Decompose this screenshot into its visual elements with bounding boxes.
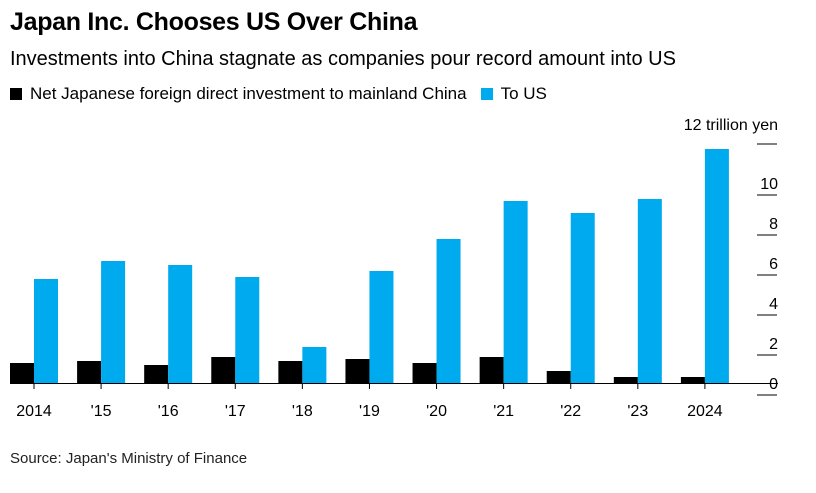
x-tick-label: '18 <box>292 403 313 420</box>
y-axis-unit-label: 12 trillion yen <box>684 117 778 134</box>
legend-item-us: To US <box>480 84 547 104</box>
y-tick-label: 8 <box>769 216 778 233</box>
bar-china <box>77 361 102 383</box>
bar-china <box>412 363 437 383</box>
bar-china <box>680 377 705 383</box>
bar-china <box>613 377 638 383</box>
y-tick-label: 6 <box>769 256 778 273</box>
bar-us <box>302 347 327 383</box>
chart-subtitle: Investments into China stagnate as compa… <box>10 48 676 70</box>
bar-us <box>168 265 193 383</box>
bar-china <box>144 365 169 383</box>
bar-us <box>34 279 58 383</box>
bar-us <box>637 199 662 383</box>
y-tick-label: 2 <box>769 336 778 353</box>
x-tick-label: '23 <box>627 403 648 420</box>
x-tick-label: '17 <box>225 403 246 420</box>
x-tick-label: '20 <box>426 403 447 420</box>
source-note: Source: Japan's Ministry of Finance <box>10 450 248 467</box>
bar-us <box>704 149 729 383</box>
x-tick-label: '22 <box>560 403 581 420</box>
legend-label-china: Net Japanese foreign direct investment t… <box>30 84 467 103</box>
bar-us <box>570 213 595 383</box>
bar-us <box>436 239 461 383</box>
legend-label-us: To US <box>500 84 547 103</box>
legend-swatch-us <box>480 88 493 100</box>
bar-us <box>369 271 394 383</box>
x-tick-label: '15 <box>91 403 112 420</box>
x-tick-label: '16 <box>158 403 179 420</box>
x-tick-label: '21 <box>493 403 514 420</box>
bar-china <box>278 361 303 383</box>
x-tick-label: 2024 <box>687 403 723 420</box>
y-tick-label: 4 <box>769 296 778 313</box>
legend: Net Japanese foreign direct investment t… <box>10 84 561 104</box>
bar-china <box>10 363 34 383</box>
legend-swatch-china <box>10 88 22 100</box>
bar-china <box>211 357 236 383</box>
bar-china <box>345 359 370 383</box>
x-tick-label: '19 <box>359 403 380 420</box>
bar-us <box>101 261 126 383</box>
x-tick-label: 2014 <box>16 403 52 420</box>
bar-us <box>503 201 528 383</box>
bar-us <box>235 277 260 383</box>
y-tick-label: 0 <box>769 376 778 393</box>
y-tick-label: 10 <box>760 176 778 193</box>
bar-china <box>546 371 571 383</box>
chart-title: Japan Inc. Chooses US Over China <box>10 8 418 36</box>
bar-china <box>479 357 504 383</box>
legend-item-china: Net Japanese foreign direct investment t… <box>10 84 467 104</box>
